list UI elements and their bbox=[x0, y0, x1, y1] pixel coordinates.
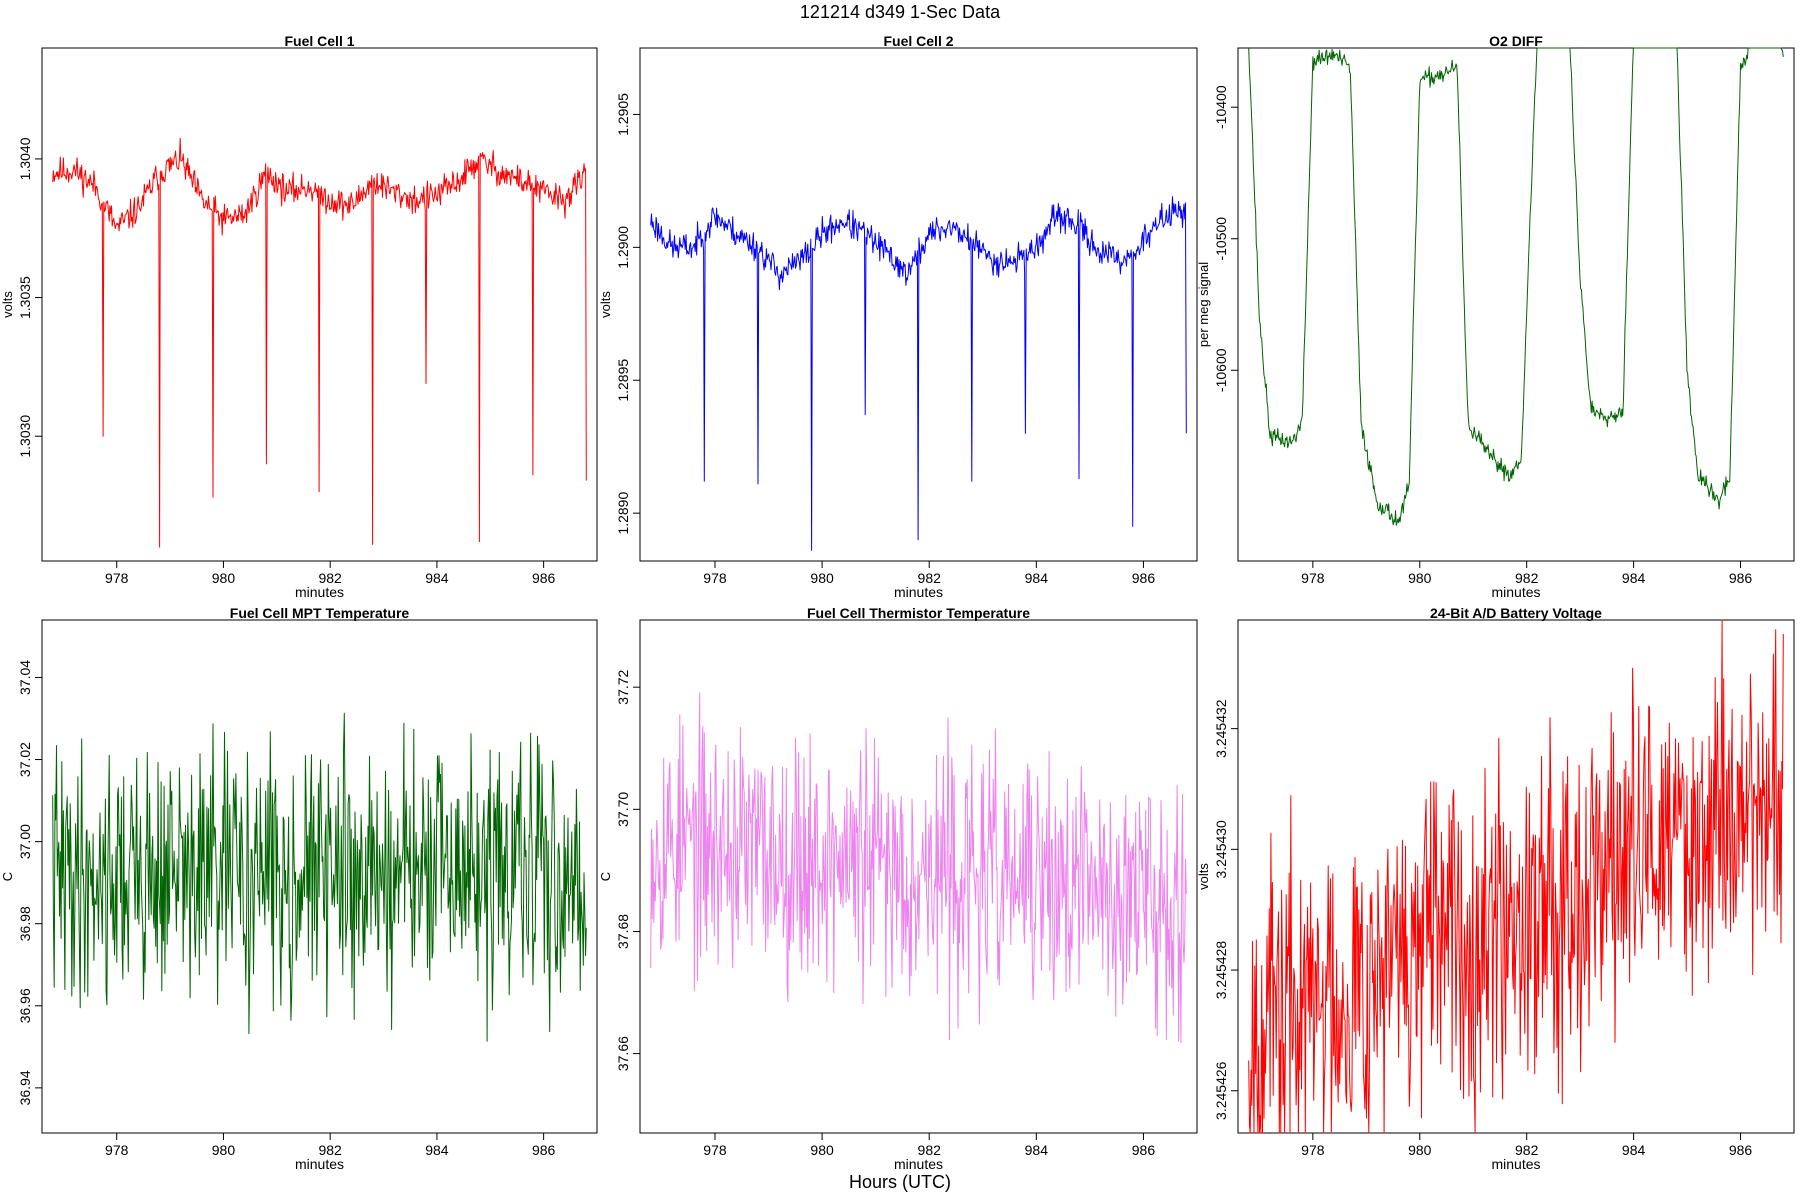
x-tick-label: 982 bbox=[918, 570, 942, 586]
x-tick-label: 978 bbox=[703, 570, 727, 586]
y-axis-label: volts bbox=[1196, 863, 1211, 890]
y-tick-label: -10600 bbox=[1213, 348, 1229, 392]
chart-title: O2 DIFF bbox=[1489, 33, 1543, 49]
x-tick-label: 986 bbox=[1132, 1142, 1156, 1158]
y-axis-label: volts bbox=[0, 291, 15, 318]
plot-frame bbox=[1237, 619, 1795, 1134]
chart-panel: 24-Bit A/D Battery Voltage 978 980 982 984 98… bbox=[1196, 605, 1795, 1172]
y-tick-label: 3.245430 bbox=[1213, 820, 1229, 879]
plot-frame bbox=[1237, 47, 1795, 562]
x-tick-label: 982 bbox=[918, 1142, 942, 1158]
x-tick-label: 982 bbox=[1515, 1142, 1539, 1158]
chart-panel: Fuel Cell 2 978 980 982 984 986 minutes 1.2890 1… bbox=[598, 33, 1198, 600]
panels: Fuel Cell 1 978 980 982 984 986 minutes 1.3030 1… bbox=[0, 33, 1795, 1172]
x-tick-label: 986 bbox=[1729, 570, 1753, 586]
y-axis-label: volts bbox=[598, 291, 613, 318]
x-tick-label: 980 bbox=[810, 1142, 834, 1158]
chart-panel: Fuel Cell MPT Temperature 978 980 982 984 986… bbox=[0, 605, 598, 1172]
x-tick-label: 978 bbox=[105, 1142, 129, 1158]
y-tick-label: 36.94 bbox=[17, 1070, 33, 1105]
x-tick-label: 984 bbox=[1025, 570, 1049, 586]
y-tick-label: 3.245432 bbox=[1213, 699, 1229, 758]
x-tick-label: 986 bbox=[532, 570, 556, 586]
y-tick-label: 37.70 bbox=[615, 792, 631, 827]
y-axis-label: per meg signal bbox=[1196, 262, 1211, 347]
plot-frame bbox=[41, 47, 598, 562]
x-tick-label: 984 bbox=[1025, 1142, 1049, 1158]
y-axis-label: C bbox=[598, 872, 613, 881]
chart-title: Fuel Cell MPT Temperature bbox=[230, 605, 410, 621]
series-line bbox=[650, 692, 1187, 1044]
y-axis-label: C bbox=[0, 872, 15, 881]
y-tick-label: 3.245426 bbox=[1213, 1061, 1229, 1120]
x-tick-label: 984 bbox=[1622, 570, 1646, 586]
plot-frame bbox=[639, 619, 1198, 1134]
y-tick-label: 37.02 bbox=[17, 742, 33, 777]
series-line bbox=[52, 712, 587, 1042]
plot-frame bbox=[639, 47, 1198, 562]
chart-title: Fuel Cell Thermistor Temperature bbox=[807, 605, 1030, 621]
figure-xlabel: Hours (UTC) bbox=[849, 1172, 951, 1192]
y-tick-label: 37.68 bbox=[615, 914, 631, 949]
y-tick-label: 1.3035 bbox=[17, 276, 33, 319]
y-tick-label: 1.3030 bbox=[17, 415, 33, 458]
y-tick-label: 37.00 bbox=[17, 824, 33, 859]
x-tick-label: 978 bbox=[105, 570, 129, 586]
x-tick-label: 980 bbox=[212, 570, 236, 586]
x-axis-label: minutes bbox=[295, 1156, 344, 1172]
series-line bbox=[1248, 47, 1784, 526]
x-tick-label: 984 bbox=[1622, 1142, 1646, 1158]
chart-title: 24-Bit A/D Battery Voltage bbox=[1430, 605, 1602, 621]
y-tick-label: 1.2900 bbox=[615, 226, 631, 269]
y-tick-label: 36.96 bbox=[17, 988, 33, 1023]
x-axis-label: minutes bbox=[295, 584, 344, 600]
x-tick-label: 984 bbox=[425, 1142, 449, 1158]
x-tick-label: 986 bbox=[532, 1142, 556, 1158]
y-tick-label: 37.72 bbox=[615, 669, 631, 704]
y-tick-label: 1.3040 bbox=[17, 137, 33, 180]
chart-title: Fuel Cell 2 bbox=[883, 33, 953, 49]
chart-title: Fuel Cell 1 bbox=[284, 33, 354, 49]
y-tick-label: 3.245428 bbox=[1213, 941, 1229, 1000]
x-tick-label: 978 bbox=[1301, 570, 1325, 586]
x-tick-label: 984 bbox=[425, 570, 449, 586]
chart-panel: Fuel Cell 1 978 980 982 984 986 minutes 1.3030 1… bbox=[0, 33, 598, 600]
series-line bbox=[52, 137, 587, 548]
plot-frame bbox=[41, 619, 598, 1134]
x-tick-label: 978 bbox=[703, 1142, 727, 1158]
chart-panel: O2 DIFF 978 980 982 984 986 minutes -10600 -1050… bbox=[1196, 33, 1795, 600]
series-line bbox=[1248, 619, 1784, 1134]
y-tick-label: 1.2905 bbox=[615, 93, 631, 136]
x-axis-label: minutes bbox=[1491, 1156, 1540, 1172]
x-tick-label: 982 bbox=[1515, 570, 1539, 586]
y-tick-label: 37.04 bbox=[17, 660, 33, 695]
y-tick-label: -10500 bbox=[1213, 217, 1229, 261]
y-tick-label: 1.2890 bbox=[615, 492, 631, 535]
x-tick-label: 980 bbox=[1408, 570, 1432, 586]
x-axis-label: minutes bbox=[1491, 584, 1540, 600]
series-line bbox=[650, 196, 1187, 551]
figure-title: 121214 d349 1-Sec Data bbox=[800, 2, 1001, 22]
x-tick-label: 986 bbox=[1729, 1142, 1753, 1158]
x-tick-label: 980 bbox=[212, 1142, 236, 1158]
y-tick-label: -10400 bbox=[1213, 85, 1229, 129]
y-tick-label: 36.98 bbox=[17, 906, 33, 941]
x-tick-label: 982 bbox=[318, 1142, 342, 1158]
y-tick-label: 1.2895 bbox=[615, 359, 631, 402]
y-tick-label: 37.66 bbox=[615, 1036, 631, 1071]
chart-panel: Fuel Cell Thermistor Temperature 978 980 98… bbox=[598, 605, 1198, 1172]
x-tick-label: 980 bbox=[1408, 1142, 1432, 1158]
x-axis-label: minutes bbox=[894, 1156, 943, 1172]
x-tick-label: 978 bbox=[1301, 1142, 1325, 1158]
x-tick-label: 982 bbox=[318, 570, 342, 586]
x-axis-label: minutes bbox=[894, 584, 943, 600]
x-tick-label: 986 bbox=[1132, 570, 1156, 586]
x-tick-label: 980 bbox=[810, 570, 834, 586]
